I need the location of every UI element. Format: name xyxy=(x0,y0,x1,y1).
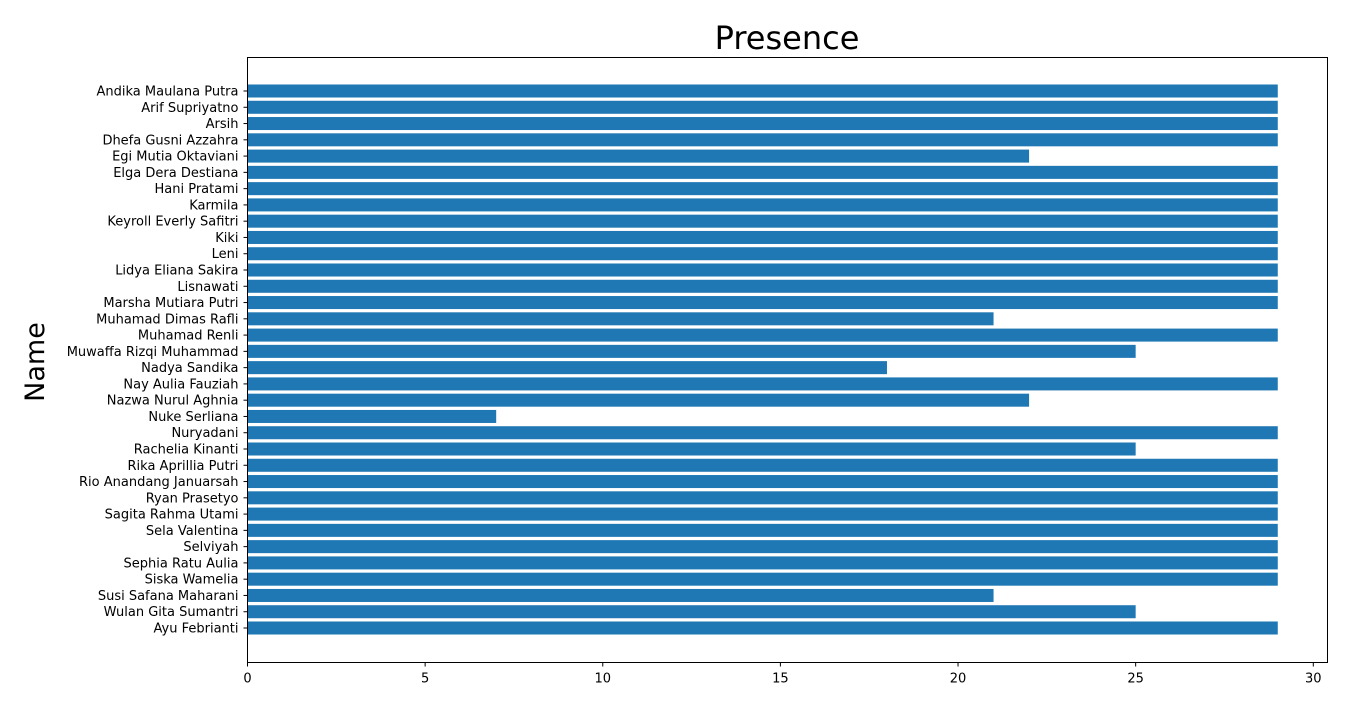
bar xyxy=(247,344,1136,358)
bar xyxy=(247,100,1278,114)
bar xyxy=(247,361,887,375)
y-tick-label: Ayu Febrianti xyxy=(154,622,239,637)
y-tick-label: Marsha Mutiara Putri xyxy=(103,296,238,311)
y-tick-label: Arsih xyxy=(206,117,239,132)
bar xyxy=(247,409,497,423)
x-tick-label: 20 xyxy=(950,672,967,687)
bar xyxy=(247,214,1278,228)
y-tick-label: Sephia Ratu Aulia xyxy=(124,556,239,571)
x-tick-label: 0 xyxy=(243,672,251,687)
y-tick-label: Nuryadani xyxy=(171,426,238,441)
bar xyxy=(247,523,1278,537)
x-tick-label: 10 xyxy=(594,672,611,687)
bar xyxy=(247,279,1278,293)
y-tick-label: Lidya Eliana Sakira xyxy=(115,264,238,279)
bar xyxy=(247,198,1278,212)
x-tick-label: 30 xyxy=(1305,672,1322,687)
y-tick-label: Muhamad Renli xyxy=(138,329,239,344)
y-tick-label: Arif Supriyatno xyxy=(141,101,238,116)
y-tick-label: Wulan Gita Sumantri xyxy=(104,605,239,620)
bar xyxy=(247,149,1030,163)
bar xyxy=(247,458,1278,472)
bar xyxy=(247,556,1278,570)
bar xyxy=(247,572,1278,586)
y-tick-label: Susi Safana Maharani xyxy=(98,589,239,604)
bar xyxy=(247,312,994,326)
x-tick-label: 25 xyxy=(1127,672,1144,687)
y-tick-label: Nadya Sandika xyxy=(141,361,238,376)
x-tick-labels: 0 5 10 15 20 25 30 xyxy=(243,662,1322,687)
bar xyxy=(247,230,1278,244)
bar xyxy=(247,165,1278,179)
y-tick-label: Rachelia Kinanti xyxy=(134,443,239,458)
y-tick-label: Muhamad Dimas Rafli xyxy=(96,312,238,327)
bar xyxy=(247,247,1278,261)
bar xyxy=(247,507,1278,521)
y-tick-label: Andika Maulana Putra xyxy=(97,85,239,100)
y-tick-label: Dhefa Gusni Azzahra xyxy=(102,133,238,148)
bar xyxy=(247,491,1278,505)
y-tick-label: Karmila xyxy=(189,198,238,213)
y-tick-label: Rika Aprillia Putri xyxy=(128,459,239,474)
y-tick-label: Nay Aulia Fauziah xyxy=(123,377,238,392)
y-tick-label: Muwaffa Rizqi Muhammad xyxy=(67,345,239,360)
plot-frame xyxy=(247,57,1328,663)
y-tick-label: Sagita Rahma Utami xyxy=(105,508,239,523)
bar xyxy=(247,133,1278,147)
y-tick-label: Selviyah xyxy=(183,540,238,555)
bar xyxy=(247,84,1278,98)
y-tick-label: Leni xyxy=(212,247,239,262)
y-tick-label: Rio Anandang Januarsah xyxy=(79,475,238,490)
x-tick-label: 5 xyxy=(421,672,429,687)
y-tick-label: Keyroll Everly Safitri xyxy=(107,215,238,230)
y-tick-label: Nuke Serliana xyxy=(148,410,238,425)
y-tick-label: Hani Pratami xyxy=(155,182,239,197)
y-tick-label: Siska Wamelia xyxy=(145,573,239,588)
bars-group xyxy=(247,84,1278,635)
bar xyxy=(247,540,1278,554)
bar xyxy=(247,377,1278,391)
x-tick-label: 15 xyxy=(772,672,789,687)
bar xyxy=(247,328,1278,342)
bar xyxy=(247,263,1278,277)
y-axis-label: Name xyxy=(20,322,51,402)
bar xyxy=(247,605,1136,619)
y-tick-label: Ryan Prasetyo xyxy=(146,491,239,506)
y-tick-label: Egi Mutia Oktaviani xyxy=(112,150,238,165)
bar xyxy=(247,296,1278,310)
bar xyxy=(247,426,1278,440)
bar xyxy=(247,117,1278,131)
y-tick-label: Nazwa Nurul Aghnia xyxy=(107,394,239,409)
bar xyxy=(247,393,1030,407)
bar xyxy=(247,621,1278,635)
chart-title: Presence xyxy=(715,19,860,57)
y-tick-label: Elga Dera Destiana xyxy=(113,166,238,181)
bar xyxy=(247,588,994,602)
bar xyxy=(247,442,1136,456)
y-tick-label: Sela Valentina xyxy=(146,524,239,539)
y-tick-label: Kiki xyxy=(215,231,238,246)
bar xyxy=(247,182,1278,196)
y-tick-label: Lisnawati xyxy=(177,280,238,295)
bar xyxy=(247,475,1278,489)
